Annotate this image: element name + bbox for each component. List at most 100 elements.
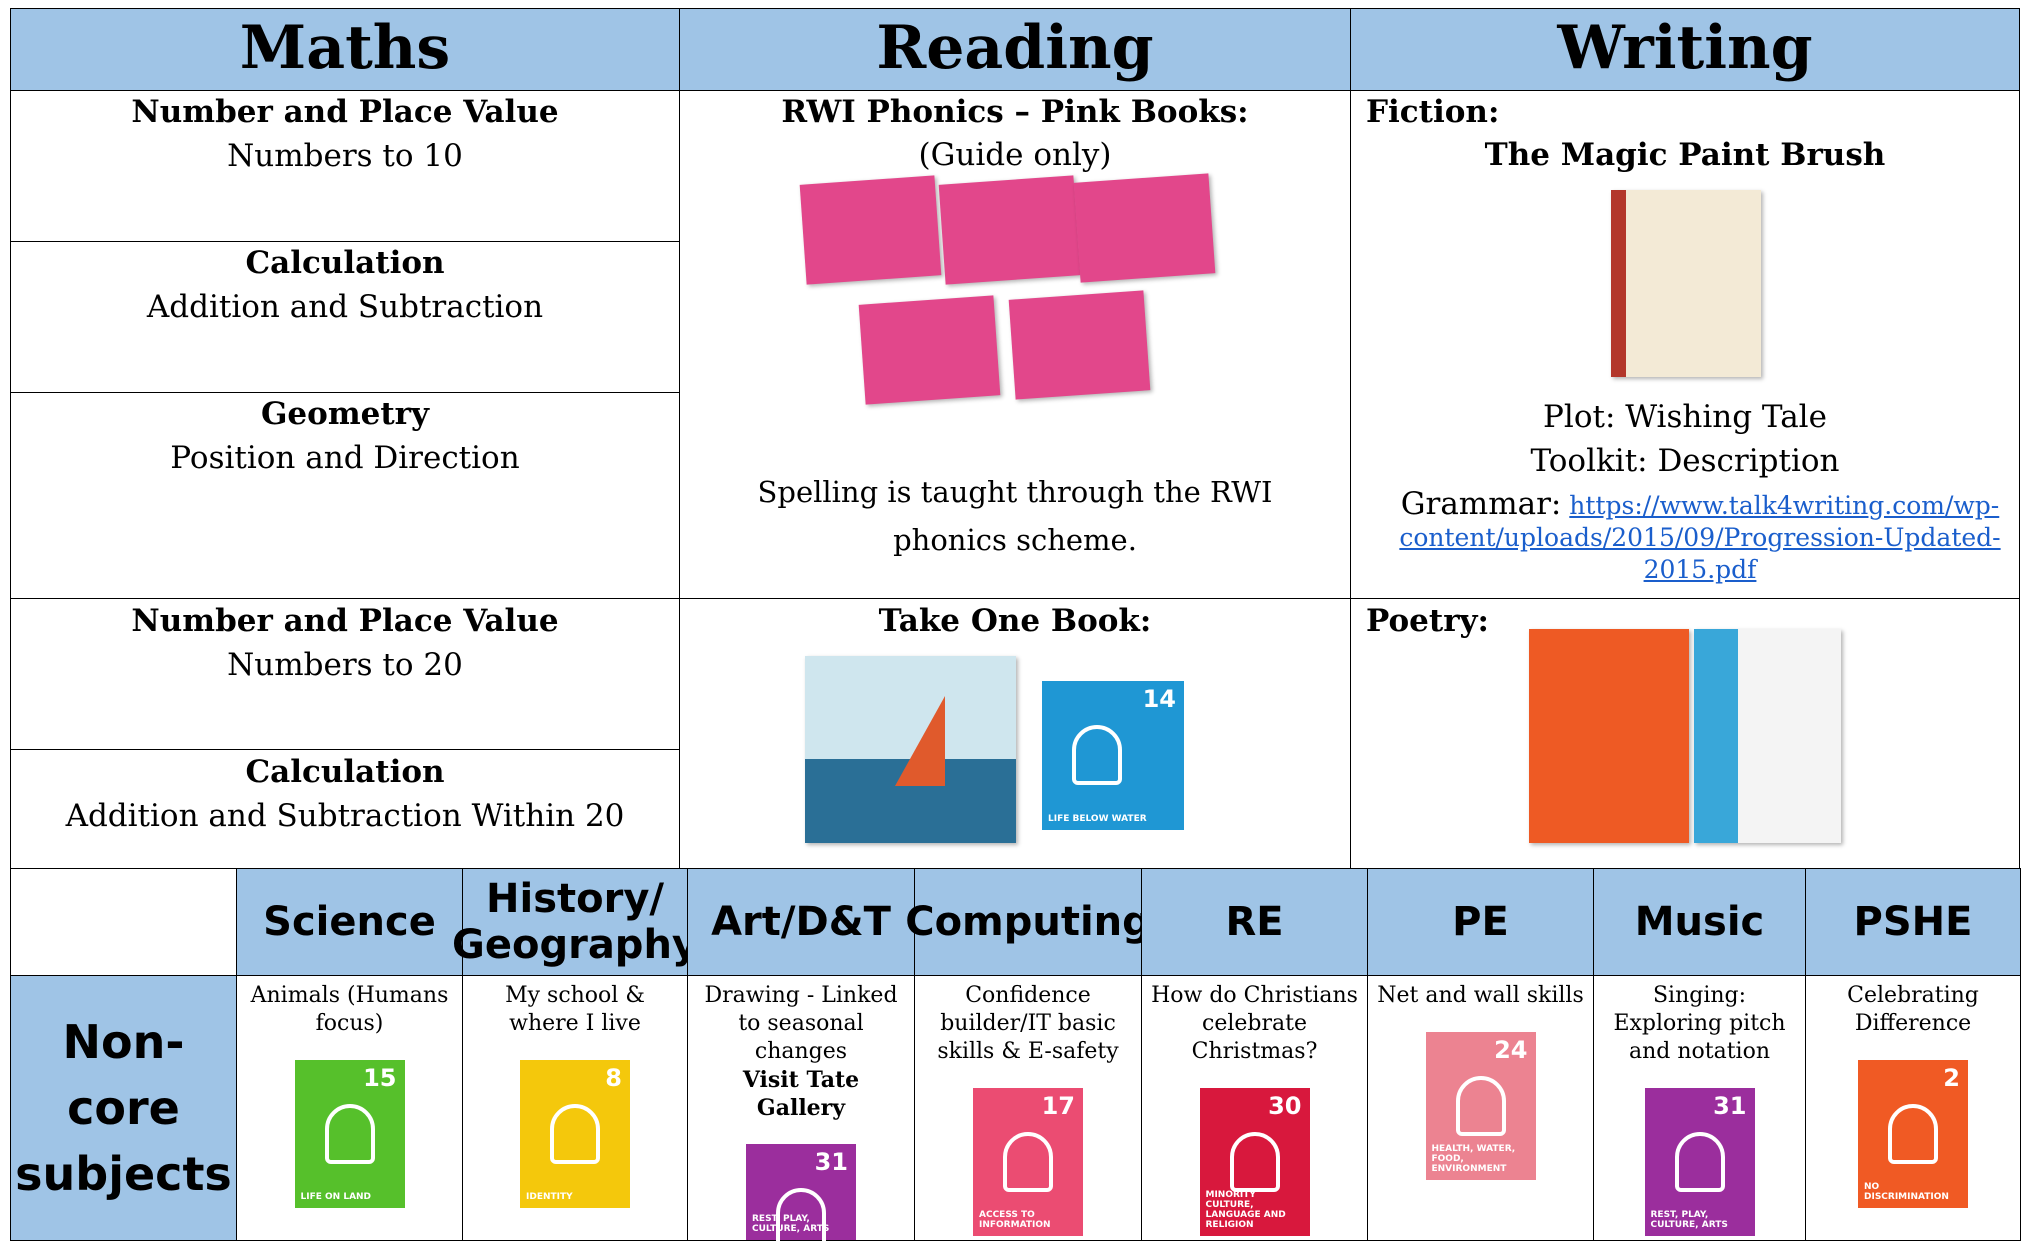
non-core-label: Non- core subjects bbox=[10, 975, 237, 1241]
icon-caption: MINORITY CULTURE, LANGUAGE AND RELIGION bbox=[1205, 1190, 1286, 1230]
book-cover bbox=[858, 295, 1001, 405]
book-cover bbox=[1008, 290, 1151, 400]
book-cover bbox=[805, 656, 1016, 843]
subject-cell: Confidence builder/IT basic skills & E-s… bbox=[914, 975, 1142, 1241]
book-cover bbox=[1694, 629, 1841, 843]
icon-number: 31 bbox=[814, 1148, 848, 1176]
sdg-icon: 31 REST, PLAY, CULTURE, ARTS bbox=[746, 1144, 856, 1241]
icon-picture bbox=[324, 1104, 375, 1164]
maths-subtitle: Numbers to 10 bbox=[227, 138, 463, 174]
icon-caption: LIFE ON LAND bbox=[300, 1192, 372, 1202]
subject-cell: Celebrating Difference 2 NO DISCRIMINATION bbox=[1805, 975, 2021, 1241]
header-cell bbox=[10, 8, 680, 91]
subject-header: Computing bbox=[905, 868, 1151, 976]
subject-text: Drawing - Linked to seasonal changes bbox=[704, 983, 898, 1064]
icon-number: 14 bbox=[1142, 685, 1176, 713]
maths-title: Calculation bbox=[245, 245, 445, 281]
maths-subtitle: Position and Direction bbox=[170, 440, 520, 476]
spelling-note: Spelling is taught through the RWI phoni… bbox=[757, 475, 1273, 557]
book-cover bbox=[799, 175, 942, 285]
icon-number: 8 bbox=[605, 1064, 622, 1092]
maths-title: Calculation bbox=[245, 754, 445, 790]
sdg-icon: 8 IDENTITY bbox=[520, 1060, 630, 1208]
subject-header: History/ Geography bbox=[452, 868, 698, 976]
icon-number: 24 bbox=[1494, 1036, 1528, 1064]
corner-cell bbox=[10, 868, 237, 976]
icon-caption: IDENTITY bbox=[526, 1192, 573, 1202]
header-reading: Reading bbox=[876, 13, 1154, 83]
subject-header: RE bbox=[1141, 868, 1368, 976]
icon-picture bbox=[1888, 1104, 1938, 1164]
subject-text: Singing: Exploring pitch and notation bbox=[1613, 983, 1786, 1064]
toolkit: Toolkit: Description bbox=[1530, 443, 1840, 479]
maths-subtitle: Addition and Subtraction Within 20 bbox=[65, 798, 625, 834]
take-one-book: Take One Book: bbox=[878, 603, 1152, 639]
subject-cell: Net and wall skills 24 HEALTH, WATER, FOOD… bbox=[1367, 975, 1594, 1241]
poetry-label: Poetry: bbox=[1366, 603, 1489, 639]
plot: Plot: Wishing Tale bbox=[1543, 399, 1827, 435]
subject-header: Music bbox=[1593, 868, 1806, 976]
subject-cell: Singing: Exploring pitch and notation 31 R… bbox=[1593, 975, 1806, 1241]
icon-picture bbox=[1072, 725, 1122, 785]
fiction-book: The Magic Paint Brush bbox=[1484, 137, 1886, 173]
icon-picture bbox=[776, 1188, 826, 1241]
book-cover bbox=[938, 175, 1081, 285]
icon-picture bbox=[550, 1104, 600, 1164]
subject-cell: My school & where I live 8 IDENTITY bbox=[462, 975, 688, 1241]
icon-picture bbox=[1455, 1076, 1506, 1136]
icon-number: 31 bbox=[1713, 1092, 1747, 1120]
book-cover bbox=[1073, 173, 1216, 283]
grammar-link[interactable]: https://www.talk4writing.com/wp-content/… bbox=[1399, 491, 2001, 584]
maths-subtitle: Numbers to 20 bbox=[227, 647, 463, 683]
icon-caption: REST, PLAY, CULTURE, ARTS bbox=[1650, 1210, 1728, 1230]
icon-caption: REST, PLAY, CULTURE, ARTS bbox=[752, 1214, 830, 1234]
icon-picture bbox=[1003, 1132, 1053, 1192]
book-cover bbox=[1611, 190, 1761, 377]
icon-number: 2 bbox=[1943, 1064, 1960, 1092]
header-maths: Maths bbox=[239, 13, 451, 83]
header-writing: Writing bbox=[1557, 13, 1813, 83]
maths-subtitle: Addition and Subtraction bbox=[146, 289, 544, 325]
grammar-block: Grammar: https://www.talk4writing.com/wp… bbox=[1395, 488, 2005, 586]
icon-picture bbox=[1674, 1132, 1725, 1192]
subject-note: Visit Tate Gallery bbox=[742, 1067, 860, 1121]
subject-text: Net and wall skills bbox=[1377, 983, 1584, 1008]
subject-header: PE bbox=[1367, 868, 1594, 976]
sdg-icon: 14 LIFE BELOW WATER bbox=[1042, 681, 1184, 830]
sdg-icon: 31 REST, PLAY, CULTURE, ARTS bbox=[1644, 1088, 1755, 1236]
subject-text: My school & where I live bbox=[505, 983, 645, 1036]
icon-caption: ACCESS TO INFORMATION bbox=[979, 1210, 1051, 1230]
sdg-icon: 30 MINORITY CULTURE, LANGUAGE AND RELIGIO… bbox=[1199, 1088, 1310, 1236]
subject-cell: Drawing - Linked to seasonal changes Visi… bbox=[687, 975, 915, 1241]
subject-text: How do Christians celebrate Christmas? bbox=[1151, 983, 1358, 1064]
grammar-label: Grammar: bbox=[1400, 486, 1562, 522]
sdg-icon: 24 HEALTH, WATER, FOOD, ENVIRONMENT bbox=[1425, 1032, 1536, 1180]
icon-caption: LIFE BELOW WATER bbox=[1048, 814, 1147, 824]
fiction-label: Fiction: bbox=[1366, 94, 1500, 130]
sdg-icon: 2 NO DISCRIMINATION bbox=[1858, 1060, 1968, 1208]
icon-caption: HEALTH, WATER, FOOD, ENVIRONMENT bbox=[1431, 1144, 1516, 1174]
icon-number: 17 bbox=[1041, 1092, 1075, 1120]
icon-number: 30 bbox=[1268, 1092, 1302, 1120]
maths-title: Number and Place Value bbox=[131, 94, 559, 130]
subject-header: PSHE bbox=[1805, 868, 2021, 976]
subject-text: Animals (Humans focus) bbox=[250, 983, 449, 1036]
subject-cell: How do Christians celebrate Christmas? 30… bbox=[1141, 975, 1368, 1241]
icon-caption: NO DISCRIMINATION bbox=[1864, 1182, 1949, 1202]
icon-picture bbox=[1229, 1132, 1280, 1192]
header-cell bbox=[679, 8, 1351, 91]
maths-title: Geometry bbox=[260, 396, 430, 432]
subject-header: Science bbox=[236, 868, 463, 976]
phonics-note: (Guide only) bbox=[918, 137, 1112, 173]
maths-title: Number and Place Value bbox=[131, 603, 559, 639]
icon-number: 15 bbox=[363, 1064, 397, 1092]
book-cover bbox=[1529, 629, 1689, 843]
sdg-icon: 17 ACCESS TO INFORMATION bbox=[973, 1088, 1083, 1236]
subject-cell: Animals (Humans focus) 15 LIFE ON LAND bbox=[236, 975, 463, 1241]
phonics-title: RWI Phonics – Pink Books: bbox=[781, 94, 1249, 130]
sdg-icon: 15 LIFE ON LAND bbox=[294, 1060, 405, 1208]
subject-text: Celebrating Difference bbox=[1847, 983, 1979, 1036]
subject-header: Art/D&T bbox=[687, 868, 915, 976]
subject-text: Confidence builder/IT basic skills & E-s… bbox=[937, 983, 1119, 1064]
